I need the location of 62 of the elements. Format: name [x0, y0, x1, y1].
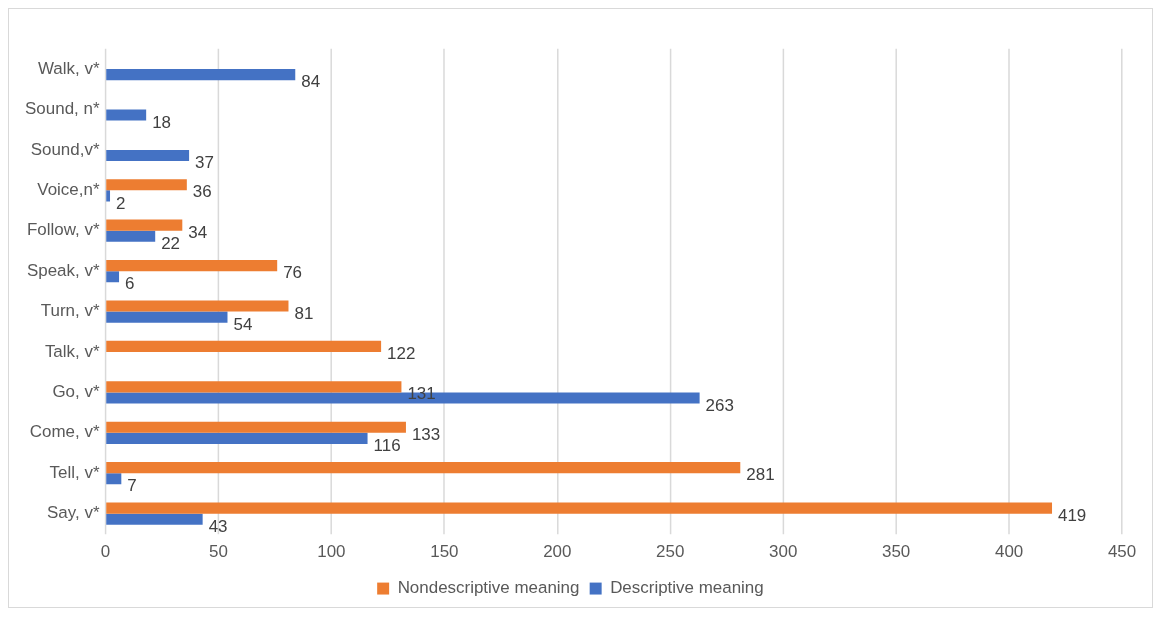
bar [106, 260, 278, 272]
bar [106, 230, 156, 242]
data-label: 84 [301, 72, 321, 92]
data-label: 419 [1058, 505, 1087, 525]
bar [106, 311, 228, 323]
bar [106, 219, 183, 231]
legend-label: Descriptive meaning [610, 578, 764, 598]
data-label: 133 [411, 424, 441, 444]
x-tick-label: 100 [317, 541, 346, 561]
data-label: 18 [152, 112, 172, 132]
y-tick-label: Say, v* [47, 503, 100, 523]
bar [106, 502, 1053, 514]
bar [106, 179, 187, 191]
data-label: 43 [208, 516, 228, 536]
legend-label: Nondescriptive meaning [397, 578, 580, 598]
x-tick-label: 150 [430, 541, 459, 561]
bar [106, 69, 296, 81]
y-tick-label: Walk, v* [37, 58, 100, 78]
y-tick-label: Go, v* [52, 382, 100, 402]
y-tick-label: Speak, v* [26, 260, 100, 280]
data-label: 281 [746, 465, 775, 485]
data-label: 122 [387, 344, 416, 364]
y-tick-label: Come, v* [29, 422, 100, 442]
bar [106, 190, 111, 202]
x-tick-label: 350 [882, 541, 911, 561]
bar [106, 421, 406, 433]
data-label: 22 [161, 233, 181, 253]
x-tick-label: 0 [100, 541, 111, 561]
y-tick-label: Voice,n* [37, 180, 100, 199]
y-tick-label: Talk, v* [44, 341, 100, 361]
x-tick-label: 400 [994, 541, 1024, 561]
bar [106, 271, 120, 283]
data-label: 7 [127, 476, 137, 496]
data-label: 116 [373, 436, 401, 456]
x-tick-label: 200 [543, 541, 572, 561]
data-label: 263 [705, 395, 734, 415]
bar [106, 149, 190, 162]
bar [106, 432, 368, 444]
y-tick-label: Follow, v* [26, 220, 100, 240]
data-label: 34 [188, 222, 208, 242]
bar [106, 109, 147, 121]
y-tick-label: Sound,v* [30, 139, 100, 159]
bar [106, 340, 382, 352]
x-tick-label: 50 [209, 541, 228, 561]
data-label: 81 [294, 303, 314, 323]
data-label: 76 [283, 263, 303, 283]
bar [106, 381, 402, 393]
data-label: 54 [233, 314, 253, 334]
y-tick-label: Tell, v* [49, 462, 100, 482]
bar [106, 513, 203, 525]
x-tick-label: 450 [1107, 541, 1137, 561]
bar [106, 473, 122, 485]
data-label: 2 [116, 193, 126, 213]
bar [106, 462, 741, 474]
y-tick-label: Sound, n* [25, 99, 100, 119]
data-label: 36 [192, 182, 212, 202]
bar [106, 300, 289, 312]
x-tick-label: 300 [769, 541, 798, 561]
y-tick-label: Turn, v* [40, 301, 100, 321]
data-label: 6 [125, 274, 135, 294]
x-tick-label: 250 [656, 541, 685, 561]
data-label: 37 [195, 153, 214, 173]
